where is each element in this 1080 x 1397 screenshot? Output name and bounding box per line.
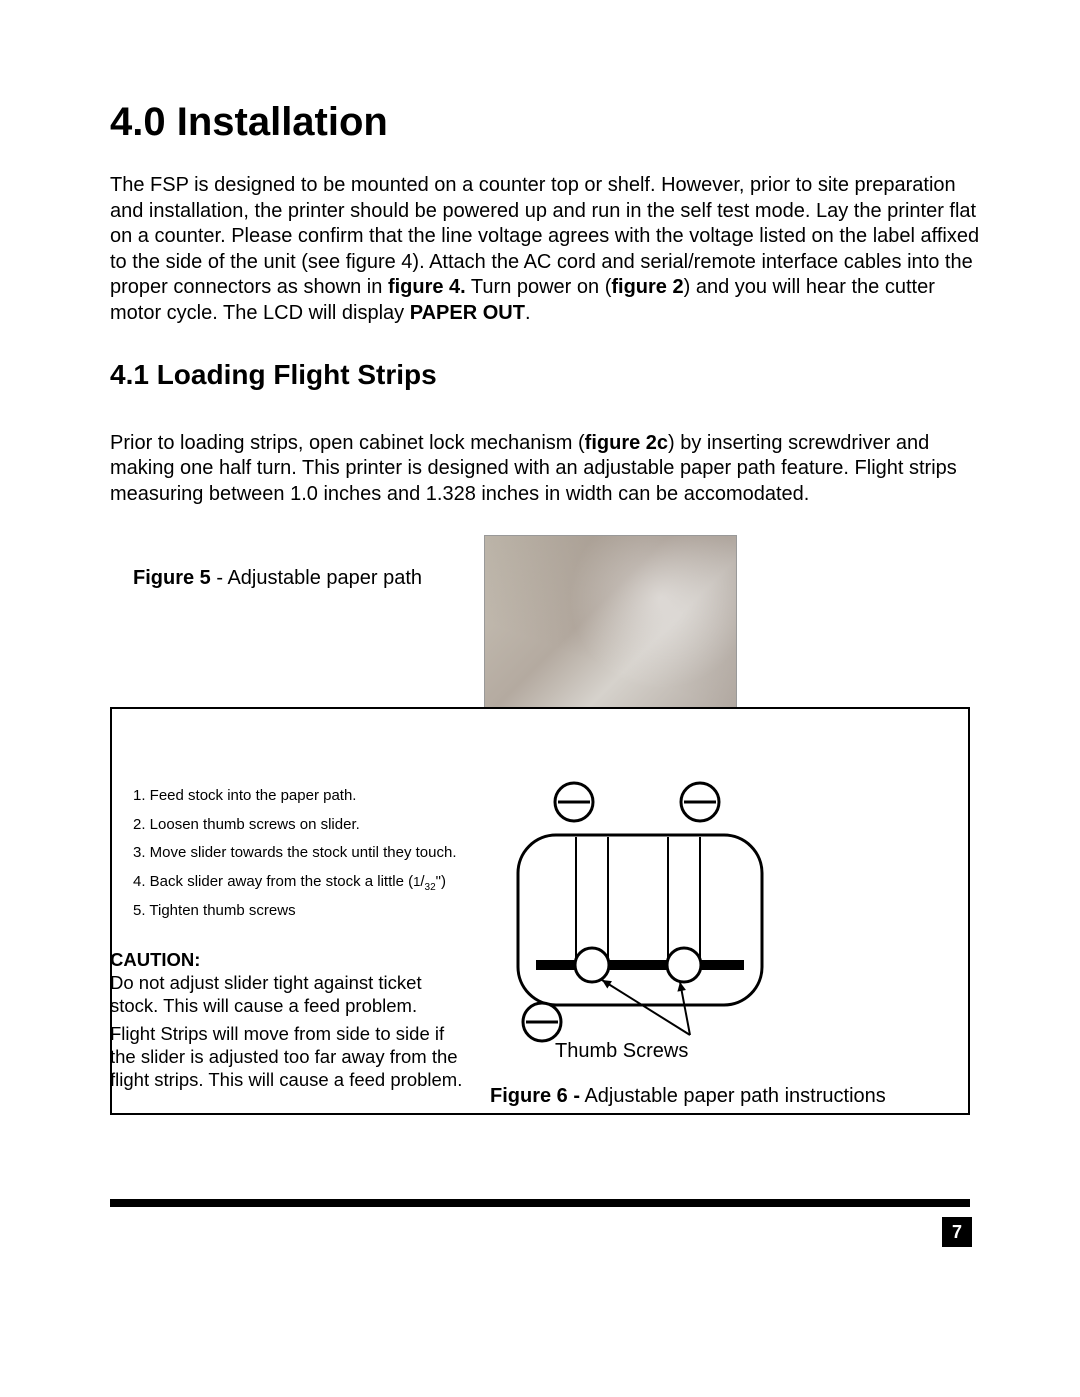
warning-paragraph: Flight Strips will move from side to sid… [110,1022,470,1091]
page-number: 7 [942,1217,972,1247]
footer-rule [110,1199,970,1207]
caption-text: - Adjustable paper path [211,567,422,589]
caution-text: Do not adjust slider tight against ticke… [110,971,470,1017]
subsection-heading: 4.1 Loading Flight Strips [110,359,980,391]
caption-label: Figure 5 [133,567,211,589]
fraction-den: 32 [425,882,436,893]
step-item: 2. Loosen thumb screws on slider. [133,811,457,840]
text: Turn power on ( [466,276,612,298]
lcd-text: PAPER OUT [410,302,525,324]
caption-text: Adjustable paper path instructions [580,1085,886,1107]
text: 4. Back slider away from the stock a lit… [133,873,413,890]
step-item: 4. Back slider away from the stock a lit… [133,868,457,897]
caption-label: Figure 6 - [490,1085,580,1107]
section-heading: 4.0 Installation [110,100,980,145]
text: . [525,302,531,324]
figure-5-caption: Figure 5 - Adjustable paper path [133,567,422,590]
step-item: 1. Feed stock into the paper path. [133,782,457,811]
caution-heading: CAUTION: [110,948,470,971]
step-list: 1. Feed stock into the paper path. 2. Lo… [133,782,457,925]
caution-block: CAUTION: Do not adjust slider tight agai… [110,948,470,1017]
intro-paragraph: The FSP is designed to be mounted on a c… [110,173,980,327]
figure-ref: figure 4. [388,276,466,298]
figure-ref: figure 2 [611,276,683,298]
loading-paragraph: Prior to loading strips, open cabinet lo… [110,431,980,508]
thumb-screws-label: Thumb Screws [555,1040,688,1063]
figure-ref: figure 2c [585,432,668,454]
figure-6-diagram [490,780,790,1050]
step-item: 3. Move slider towards the stock until t… [133,839,457,868]
text: ") [436,873,446,890]
figure-6-caption: Figure 6 - Adjustable paper path instruc… [490,1085,886,1108]
document-page: 4.0 Installation The FSP is designed to … [0,0,1080,1397]
text: Prior to loading strips, open cabinet lo… [110,432,585,454]
step-item: 5. Tighten thumb screws [133,897,457,926]
